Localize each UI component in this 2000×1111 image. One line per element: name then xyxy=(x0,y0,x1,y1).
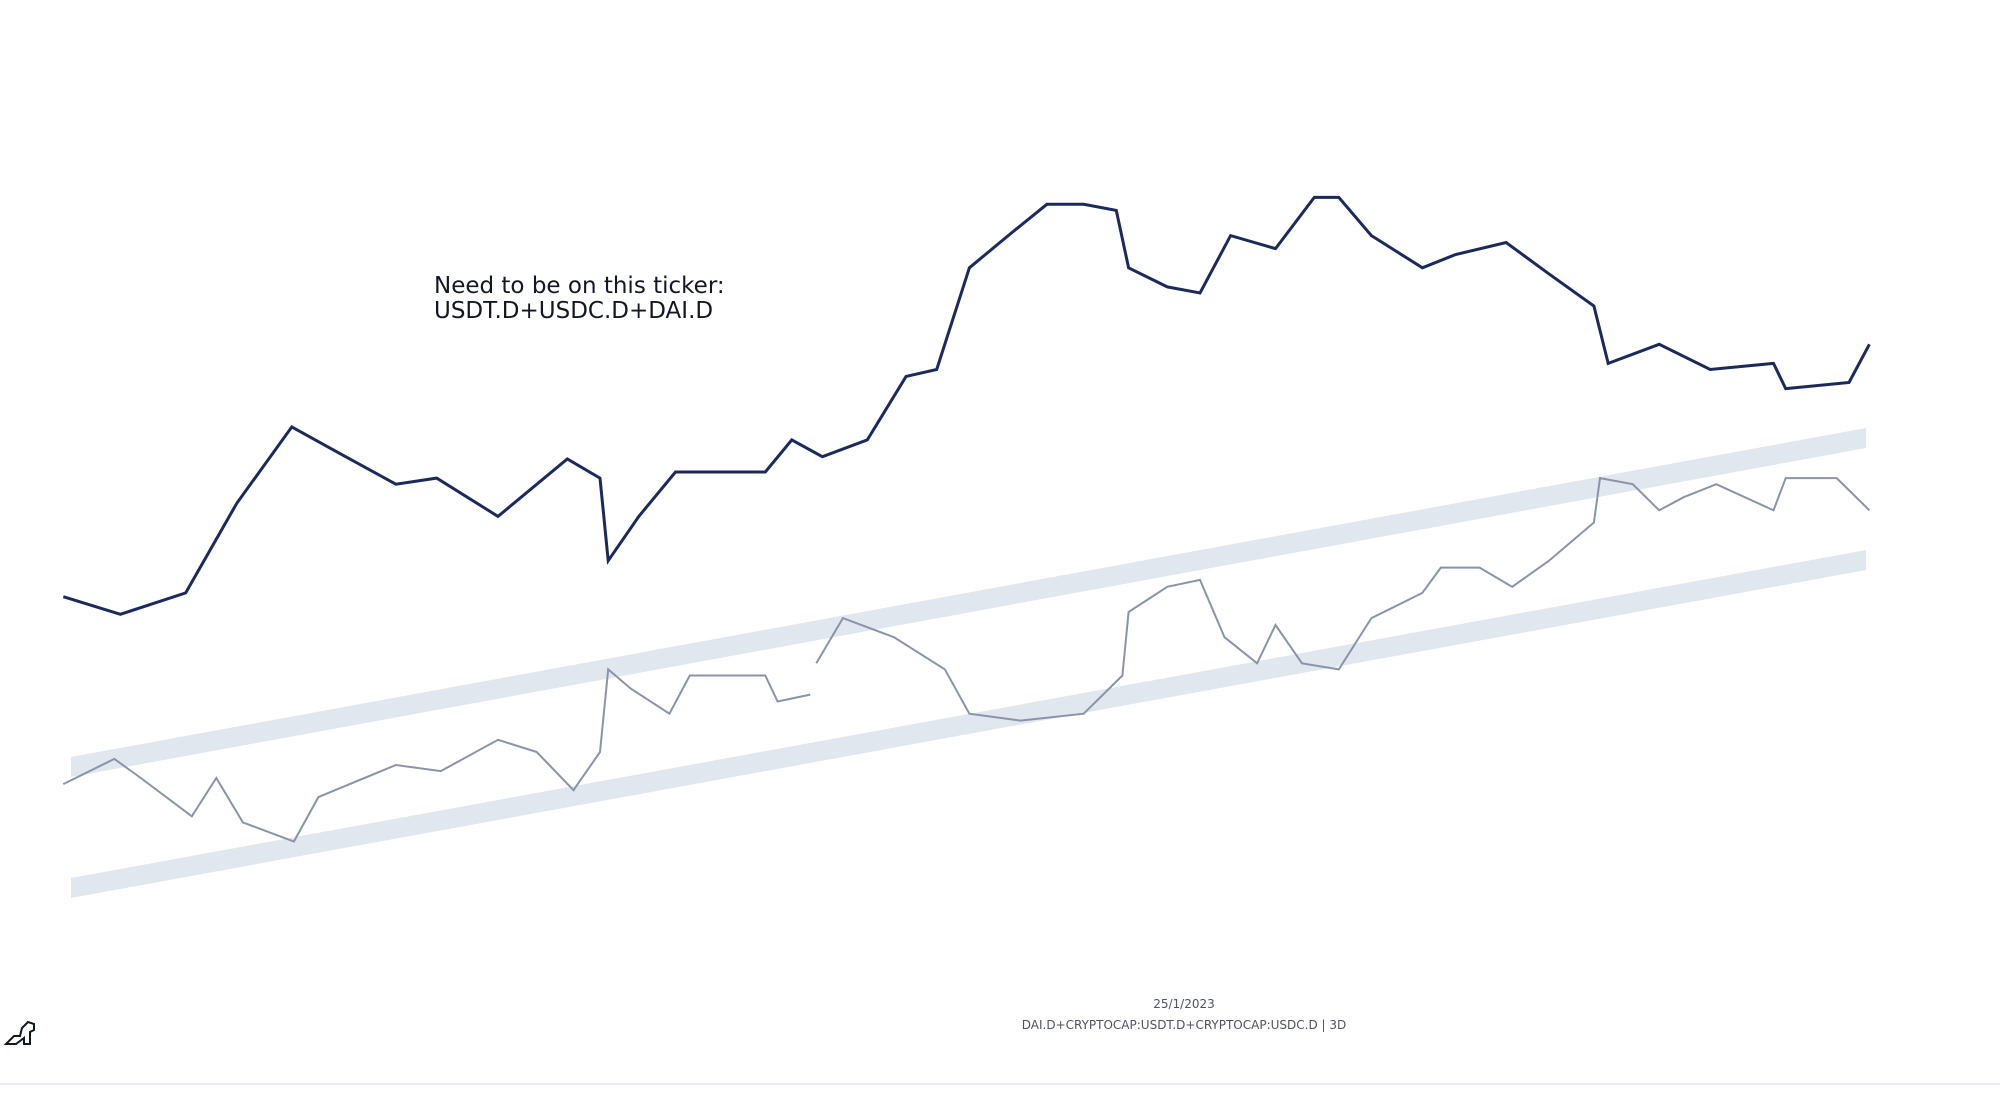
price-line xyxy=(62,195,1871,616)
channel-lower xyxy=(71,550,1866,898)
symbol-label: DAI.D+CRYPTOCAP:USDT.D+CRYPTOCAP:USDC.D … xyxy=(1022,1018,1346,1032)
annotation: Need to be on this ticker: xyxy=(434,273,725,299)
logo[interactable] xyxy=(3,1020,35,1045)
date-label: 25/1/2023 xyxy=(1153,997,1215,1011)
series-group xyxy=(62,195,1871,843)
channel-upper xyxy=(71,428,1866,777)
price-line xyxy=(62,476,1871,843)
annotation: USDT.D+USDC.D+DAI.D xyxy=(434,298,713,324)
